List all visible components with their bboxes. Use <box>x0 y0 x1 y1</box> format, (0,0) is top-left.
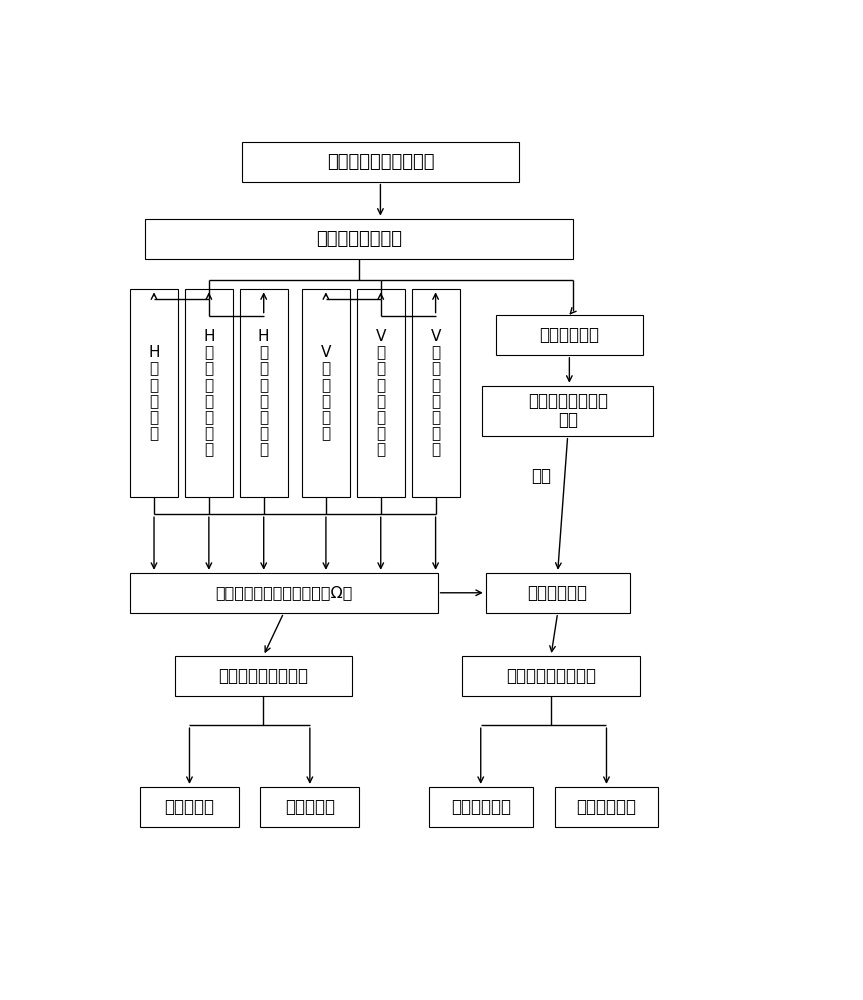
Text: 干扰源方位角: 干扰源方位角 <box>450 798 511 816</box>
FancyBboxPatch shape <box>463 656 639 696</box>
FancyBboxPatch shape <box>140 787 239 827</box>
FancyBboxPatch shape <box>482 386 653 436</box>
Text: 单脉冲雷达双极化改造: 单脉冲雷达双极化改造 <box>327 153 434 171</box>
FancyBboxPatch shape <box>130 289 178 497</box>
FancyBboxPatch shape <box>145 219 573 259</box>
Text: 目标俯仰角: 目标俯仰角 <box>285 798 335 816</box>
FancyBboxPatch shape <box>242 142 520 182</box>
FancyBboxPatch shape <box>495 315 643 355</box>
FancyBboxPatch shape <box>412 289 460 497</box>
Text: 和通道极化滤波预
处理: 和通道极化滤波预 处理 <box>527 392 608 429</box>
Text: 双极化解耦角估谶法: 双极化解耦角估谶法 <box>506 667 596 685</box>
FancyBboxPatch shape <box>486 573 629 613</box>
Text: V
极
化
俯
仰
差
信
号: V 极 化 俯 仰 差 信 号 <box>431 329 441 458</box>
FancyBboxPatch shape <box>555 787 658 827</box>
Text: 双极化解耦角估谶法: 双极化解耦角估谶法 <box>218 667 308 685</box>
Text: V
极
化
方
位
差
信
号: V 极 化 方 位 差 信 号 <box>375 329 386 458</box>
FancyBboxPatch shape <box>185 289 233 497</box>
Text: H
极
化
方
位
差
信
号: H 极 化 方 位 差 信 号 <box>203 329 215 458</box>
Text: 搜索: 搜索 <box>532 467 551 485</box>
Text: H
极
化
俯
仰
差
信
号: H 极 化 俯 仰 差 信 号 <box>258 329 269 458</box>
FancyBboxPatch shape <box>261 787 359 827</box>
FancyBboxPatch shape <box>130 573 438 613</box>
FancyBboxPatch shape <box>174 656 352 696</box>
Text: 目标极化估计: 目标极化估计 <box>527 584 588 602</box>
Text: 目标和干扰混叠的距离元（Ω）: 目标和干扰混叠的距离元（Ω） <box>215 585 352 600</box>
FancyBboxPatch shape <box>240 289 287 497</box>
Text: V
极
化
和
信
号: V 极 化 和 信 号 <box>321 345 331 441</box>
Text: 干扰极化估计: 干扰极化估计 <box>539 326 600 344</box>
FancyBboxPatch shape <box>302 289 350 497</box>
Text: 干扰源俯仰角: 干扰源俯仰角 <box>576 798 637 816</box>
Text: 正交极化回波采样: 正交极化回波采样 <box>316 230 401 248</box>
Text: 目标方位角: 目标方位角 <box>165 798 215 816</box>
FancyBboxPatch shape <box>356 289 405 497</box>
Text: H
极
化
和
信
号: H 极 化 和 信 号 <box>148 345 160 441</box>
FancyBboxPatch shape <box>429 787 532 827</box>
